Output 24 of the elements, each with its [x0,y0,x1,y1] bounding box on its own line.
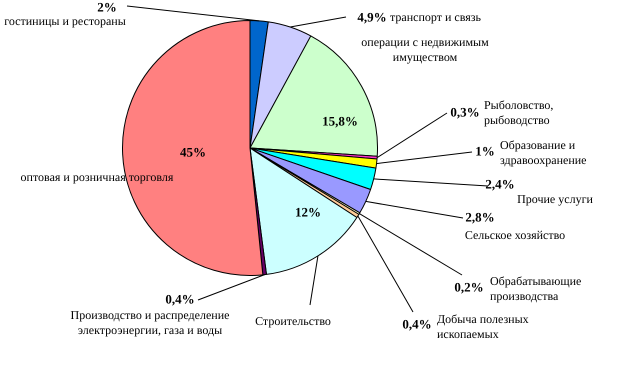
data-label: 4,9% [357,9,387,24]
slice-label: Добыча полезных ископаемых [437,312,529,342]
slice-label: транспорт и связь [390,10,482,24]
slice-label: операции с недвижимым имуществом [361,35,490,64]
slice-label: оптовая и розничная торговля [20,170,174,184]
slice-label: Строительство [255,314,331,328]
data-label: 45% [180,144,206,160]
data-label: 2% [97,0,117,14]
data-label: 2,4% [485,176,515,192]
slice-label: Образование и здравоохранение [500,138,586,168]
data-label: 0,4% [165,291,195,306]
data-label: 2,8% [465,209,495,224]
slice-label: Рыболовство, рыбоводство [484,98,554,128]
slice-label: Прочие услуги [517,192,594,206]
data-label: 0,3% [450,104,480,120]
slice-label: Сельское хозяйство [464,228,566,242]
slice-label: гостиницы и рестораны [4,14,126,28]
data-label: 0,2% [454,279,484,294]
data-label: 0,4% [402,316,432,332]
slice-label: Обрабатывающие производства [490,274,582,304]
slice-label: Производство и распределение электроэнергии, газа и воды [70,308,230,338]
data-label: 12% [295,204,321,220]
data-label: 1% [475,143,495,158]
data-label: 15,8% [322,113,358,128]
